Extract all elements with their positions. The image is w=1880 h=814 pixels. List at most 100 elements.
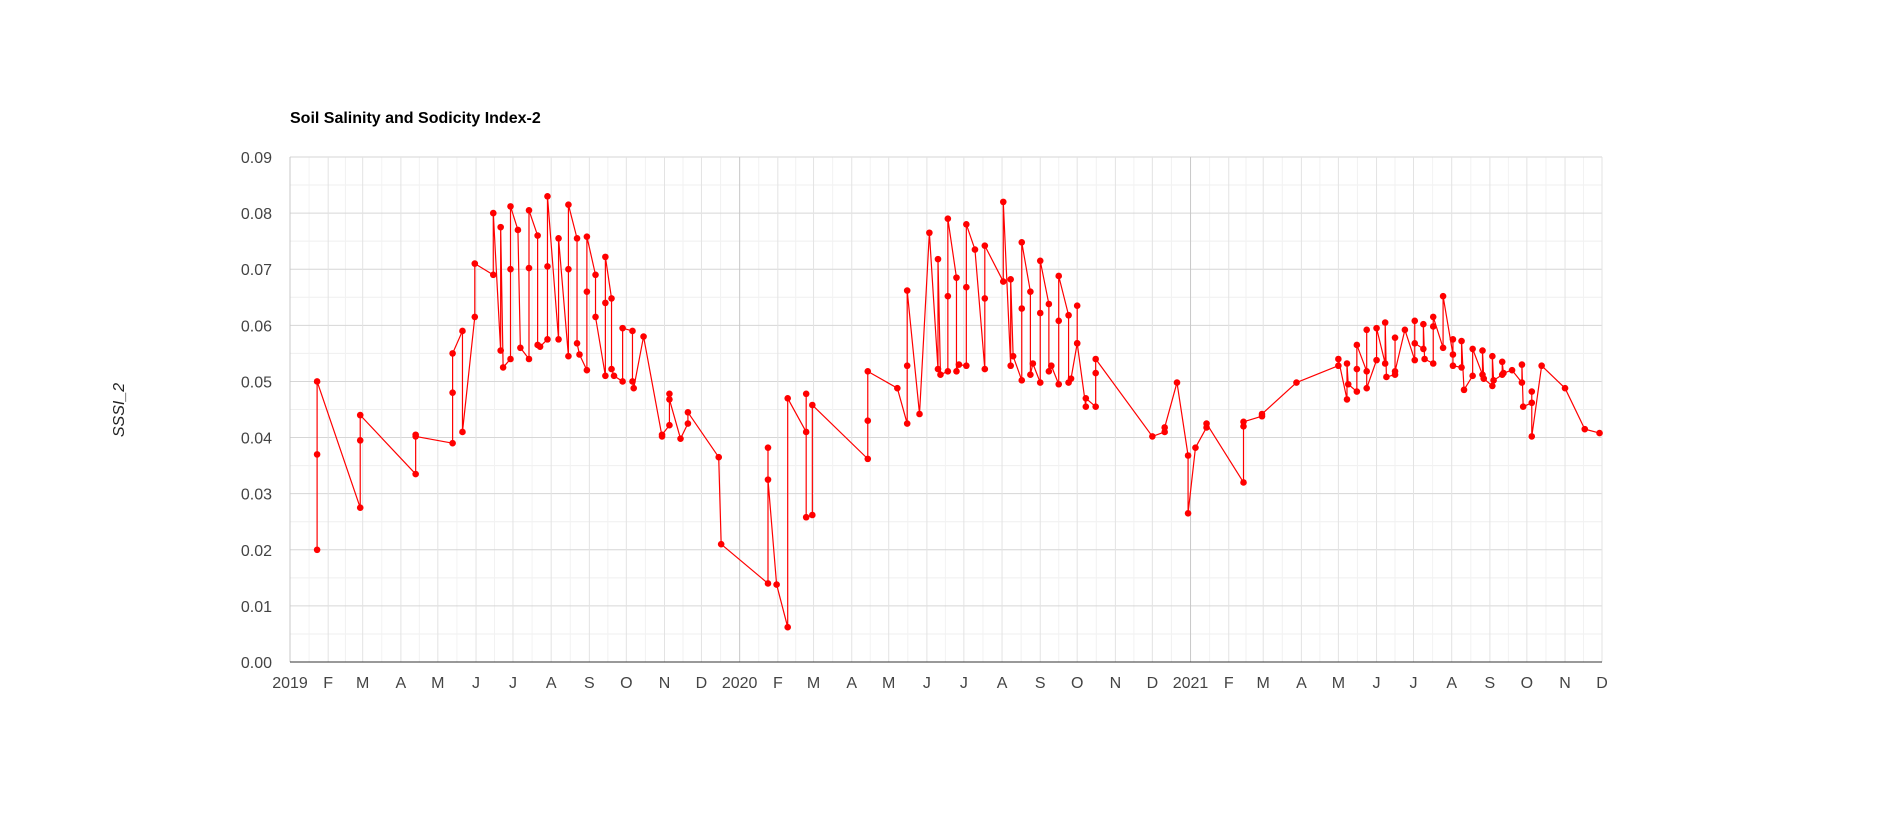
data-point: [981, 365, 989, 373]
data-point: [1528, 388, 1536, 395]
x-tick-label: S: [584, 675, 595, 692]
x-tick-label: S: [1485, 675, 1496, 692]
data-point: [1007, 362, 1014, 370]
data-point: [1018, 238, 1026, 246]
data-point: [1518, 379, 1526, 386]
data-point: [1383, 373, 1390, 381]
data-point: [1518, 361, 1526, 368]
data-point: [565, 265, 572, 273]
y-tick-label: 0.05: [241, 374, 272, 391]
data-point: [1055, 272, 1063, 280]
data-point: [677, 435, 684, 442]
data-point: [525, 264, 533, 272]
x-tick-label: 2019: [272, 675, 308, 692]
data-point: [1073, 302, 1081, 309]
data-point: [356, 504, 364, 511]
data-point: [944, 215, 952, 223]
data-point: [1055, 380, 1063, 388]
data-point: [1065, 311, 1072, 319]
data-point: [784, 394, 791, 402]
data-point: [809, 401, 816, 409]
x-tick-label: N: [1559, 675, 1571, 692]
data-point: [1420, 345, 1427, 353]
minor-gridlines: [290, 157, 1602, 662]
x-tick-label: M: [1257, 675, 1270, 692]
x-tick-label: N: [1110, 675, 1122, 692]
data-point: [1411, 317, 1419, 325]
data-point: [449, 389, 456, 396]
data-point: [1067, 375, 1075, 382]
data-point: [629, 327, 636, 335]
data-point: [1373, 324, 1380, 332]
data-point: [1489, 352, 1496, 360]
data-point: [1092, 355, 1099, 363]
data-point: [534, 232, 541, 239]
y-tick-label: 0.08: [241, 206, 272, 223]
y-tick-label: 0.02: [241, 543, 272, 560]
y-tick-label: 0.03: [241, 487, 272, 504]
data-point: [666, 421, 673, 429]
data-point: [864, 368, 872, 375]
data-point: [565, 352, 572, 360]
data-point: [666, 390, 673, 398]
data-point: [1353, 341, 1361, 349]
data-point: [1581, 425, 1589, 433]
data-point: [555, 235, 562, 242]
data-point: [525, 355, 533, 363]
data-point: [1429, 313, 1437, 321]
data-point: [1528, 399, 1536, 407]
data-point: [1363, 326, 1370, 334]
x-tick-label: A: [846, 675, 857, 692]
data-point: [1429, 323, 1437, 330]
data-point: [1391, 368, 1399, 375]
data-point: [1184, 510, 1192, 517]
data-point: [619, 324, 626, 332]
data-point: [507, 355, 514, 363]
x-tick-label: D: [1147, 675, 1159, 692]
data-point: [583, 288, 591, 295]
data-point: [1538, 362, 1545, 370]
data-point: [1528, 433, 1536, 440]
data-point: [1240, 418, 1247, 426]
data-point: [1411, 339, 1419, 347]
x-axis-ticks: 2019 F M A M J J A S O N D 2020 F M A M J J A S O N D 2021 F M A M J J…: [272, 675, 1608, 692]
x-tick-label: F: [1224, 675, 1234, 692]
data-point: [507, 265, 514, 273]
x-tick-label: D: [696, 675, 708, 692]
data-point: [1498, 358, 1506, 366]
data-point: [1353, 365, 1361, 373]
data-point: [1363, 368, 1370, 375]
y-tick-label: 0.06: [241, 318, 272, 335]
data-point: [489, 271, 497, 279]
data-point: [773, 581, 780, 588]
x-tick-label: J: [1410, 675, 1418, 692]
data-point: [1045, 300, 1053, 308]
data-point: [1381, 319, 1389, 326]
data-point: [1500, 369, 1507, 377]
data-point: [903, 287, 911, 294]
data-point: [544, 336, 551, 343]
data-point: [809, 511, 816, 519]
data-point: [1439, 344, 1447, 352]
data-point: [1258, 410, 1266, 418]
data-point: [764, 444, 772, 451]
data-point: [514, 226, 522, 234]
series-line: [316, 195, 1600, 628]
data-point: [573, 339, 581, 347]
data-point: [894, 384, 901, 392]
data-point: [412, 470, 419, 478]
data-point: [1469, 345, 1476, 353]
data-point: [1082, 403, 1090, 410]
y-tick-label: 0.01: [241, 599, 272, 616]
data-point: [1353, 388, 1361, 395]
x-tick-label: S: [1035, 675, 1046, 692]
data-point: [525, 207, 533, 214]
data-point: [934, 365, 942, 373]
x-tick-label: A: [997, 675, 1008, 692]
data-point: [1018, 305, 1026, 312]
x-tick-label: D: [1596, 675, 1608, 692]
data-point: [764, 476, 772, 483]
data-point: [999, 198, 1007, 206]
data-point: [903, 420, 911, 427]
